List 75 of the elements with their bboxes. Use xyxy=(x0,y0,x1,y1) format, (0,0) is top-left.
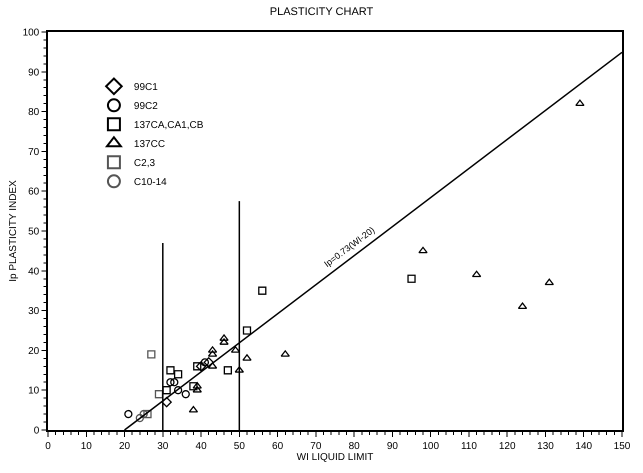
point xyxy=(575,99,585,106)
y-tick-label: 0 xyxy=(34,426,40,436)
point xyxy=(147,350,156,359)
point xyxy=(188,406,198,412)
y-tick-label: 100 xyxy=(22,28,40,38)
legend-label: C2,3 xyxy=(134,158,156,170)
point xyxy=(219,334,229,341)
point xyxy=(208,362,218,369)
point xyxy=(154,390,164,398)
x-tick-label: 70 xyxy=(310,440,322,452)
x-tick-label: 80 xyxy=(348,440,360,452)
point xyxy=(189,382,198,390)
legend-label: C10-14 xyxy=(134,177,168,188)
x-tick-label: 30 xyxy=(157,440,169,452)
point xyxy=(136,414,144,422)
y-tick-label: 30 xyxy=(28,306,40,318)
point xyxy=(193,362,202,370)
x-tick-label: 110 xyxy=(460,440,478,452)
point xyxy=(174,370,182,378)
y-tick-label: 50 xyxy=(28,226,40,238)
point xyxy=(242,326,252,335)
x-tick-label: 40 xyxy=(196,440,208,452)
point xyxy=(544,278,554,286)
x-tick-label: 120 xyxy=(498,440,516,452)
point xyxy=(204,357,214,368)
legend-label: 99C1 xyxy=(134,82,158,94)
y-tick-label: 80 xyxy=(28,107,40,118)
point xyxy=(161,396,172,408)
point xyxy=(219,338,229,345)
point xyxy=(518,302,528,310)
point xyxy=(230,346,240,353)
x-axis-title: WI LIQUID LIMIT xyxy=(296,452,374,463)
point xyxy=(124,410,133,418)
point xyxy=(166,378,175,386)
chart-title: PLASTICITY CHART xyxy=(270,6,374,18)
y-tick-label: 40 xyxy=(28,266,40,278)
x-tick-label: 0 xyxy=(45,440,52,452)
point xyxy=(192,382,202,389)
x-tick-label: 60 xyxy=(272,440,284,452)
point xyxy=(418,246,428,254)
point xyxy=(208,350,218,357)
legend-label: 137CA,CA1,CB xyxy=(134,120,204,132)
x-tick-label: 90 xyxy=(386,440,398,452)
y-tick-label: 20 xyxy=(28,346,40,357)
point xyxy=(224,366,232,374)
y-tick-label: 90 xyxy=(28,67,40,78)
x-tick-label: 130 xyxy=(537,440,554,452)
x-tick-label: 150 xyxy=(614,440,631,452)
y-axis-title: Ip PLASTICITY INDEX xyxy=(8,180,20,282)
point xyxy=(192,386,202,393)
point xyxy=(472,270,482,278)
point xyxy=(208,346,218,353)
x-tick-label: 10 xyxy=(80,440,92,452)
y-tick-label: 70 xyxy=(28,146,40,158)
y-tick-label: 60 xyxy=(28,186,40,198)
point xyxy=(166,366,175,374)
point xyxy=(143,410,152,418)
legend-label: 137CC xyxy=(134,139,166,150)
point xyxy=(280,350,290,357)
x-tick-label: 100 xyxy=(422,440,440,452)
point xyxy=(140,410,148,418)
point xyxy=(200,358,210,366)
point xyxy=(234,366,244,373)
point xyxy=(170,378,178,386)
point xyxy=(174,386,182,394)
point xyxy=(182,390,190,398)
point xyxy=(196,361,206,372)
x-tick-label: 20 xyxy=(118,440,131,452)
x-tick-label: 140 xyxy=(575,440,593,452)
point xyxy=(242,354,252,361)
x-tick-label: 50 xyxy=(234,440,246,452)
legend-label: 99C2 xyxy=(134,101,158,112)
point xyxy=(258,286,266,295)
y-tick-label: 10 xyxy=(28,386,40,397)
point xyxy=(407,274,416,283)
